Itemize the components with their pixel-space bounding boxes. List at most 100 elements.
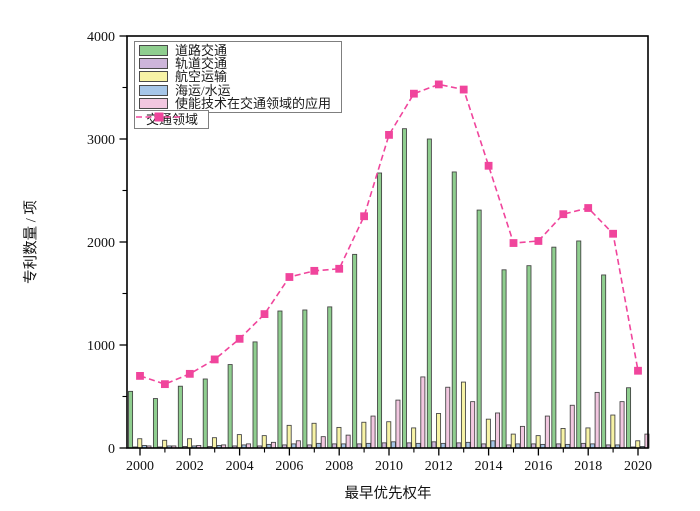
bar bbox=[277, 310, 283, 449]
bar bbox=[485, 418, 491, 449]
bar bbox=[460, 381, 466, 449]
bar bbox=[345, 434, 351, 449]
bar bbox=[227, 364, 233, 449]
line-marker bbox=[634, 366, 642, 375]
line-marker bbox=[459, 85, 468, 94]
line-marker bbox=[484, 161, 493, 170]
legend-item: 交通领域 bbox=[136, 112, 198, 126]
bar bbox=[320, 436, 326, 449]
bar bbox=[426, 138, 432, 449]
bar bbox=[202, 378, 208, 449]
line-marker bbox=[410, 89, 418, 98]
legend-label-rail: 轨道交通 bbox=[175, 56, 228, 72]
bar bbox=[610, 414, 616, 449]
bar bbox=[431, 441, 437, 449]
bar bbox=[270, 441, 276, 449]
line-marker bbox=[509, 239, 518, 247]
bar bbox=[370, 415, 376, 449]
bar bbox=[495, 412, 501, 449]
line-marker bbox=[360, 212, 368, 221]
line-marker bbox=[161, 380, 169, 389]
line-marker bbox=[285, 273, 294, 281]
bar-series-4 bbox=[146, 376, 650, 449]
bar bbox=[286, 424, 292, 449]
legend-item: 使能技术在交通领域的应用 bbox=[139, 97, 331, 110]
line-marker bbox=[335, 264, 344, 273]
bar bbox=[336, 426, 342, 449]
line-marker bbox=[310, 266, 319, 275]
sea-transport-swatch bbox=[139, 84, 168, 96]
line-marker bbox=[559, 210, 568, 219]
x-tick-label: 2010 bbox=[375, 459, 403, 474]
bar bbox=[311, 422, 317, 449]
bar bbox=[152, 398, 158, 449]
line-marker bbox=[434, 80, 443, 89]
line-marker bbox=[185, 369, 194, 378]
line-marker bbox=[584, 204, 593, 212]
legend-item: 轨道交通 bbox=[139, 57, 331, 70]
bar bbox=[302, 309, 308, 449]
bar-series-1 bbox=[132, 441, 636, 449]
legend-label-road: 道路交通 bbox=[175, 43, 228, 59]
bar bbox=[519, 425, 525, 449]
bar bbox=[386, 421, 392, 449]
bar bbox=[377, 172, 383, 449]
line-marker bbox=[235, 334, 244, 343]
legend-bar-series: 道路交通 轨道交通 航空运输 海运/水运 使能技术在交通领域的应用 bbox=[134, 41, 343, 113]
bar bbox=[445, 386, 451, 449]
bar bbox=[252, 341, 258, 449]
x-tick-label: 2004 bbox=[226, 459, 254, 474]
bar bbox=[352, 253, 358, 449]
legend-item: 海运/水运 bbox=[139, 84, 331, 97]
bar bbox=[510, 433, 516, 449]
x-tick-label: 2016 bbox=[524, 459, 552, 474]
legend-item: 航空运输 bbox=[139, 70, 331, 83]
y-tick-label: 0 bbox=[108, 442, 115, 457]
bar bbox=[361, 421, 367, 449]
dashed-line-marker-sample bbox=[136, 112, 182, 122]
line-marker bbox=[609, 229, 617, 238]
bar bbox=[401, 128, 407, 449]
bar bbox=[261, 435, 267, 449]
legend-label-sea: 海运/水运 bbox=[175, 82, 231, 98]
bar bbox=[490, 440, 496, 449]
y-tick-label: 1000 bbox=[87, 339, 115, 354]
trend-line bbox=[139, 83, 639, 385]
bar-series-0 bbox=[128, 128, 632, 449]
bar bbox=[177, 385, 183, 449]
legend-label-enabling: 使能技术在交通领域的应用 bbox=[175, 95, 332, 111]
road-traffic-swatch bbox=[139, 45, 168, 57]
y-tick-label: 4000 bbox=[87, 30, 115, 45]
bar bbox=[236, 434, 242, 449]
x-tick-label: 2006 bbox=[275, 459, 303, 474]
plot-frame bbox=[126, 35, 649, 449]
bar bbox=[470, 401, 476, 449]
bar-series-3 bbox=[141, 440, 645, 449]
bar bbox=[295, 440, 301, 449]
x-tick-label: 2002 bbox=[176, 459, 204, 474]
bar bbox=[476, 209, 482, 449]
bars-layer bbox=[128, 128, 650, 449]
x-tick-label: 2012 bbox=[425, 459, 453, 474]
bar bbox=[526, 265, 532, 449]
bar bbox=[551, 246, 557, 449]
line-layer bbox=[136, 80, 642, 389]
bar bbox=[560, 428, 566, 449]
bar bbox=[535, 435, 541, 449]
line-marker bbox=[260, 310, 269, 318]
bar bbox=[576, 240, 582, 449]
legend-line-series: 交通领域 bbox=[134, 110, 210, 130]
enabling-tech-swatch bbox=[139, 97, 168, 109]
line-marker bbox=[385, 130, 393, 139]
bar bbox=[327, 306, 333, 449]
bar bbox=[626, 387, 632, 449]
bar bbox=[187, 438, 193, 449]
x-tick-label: 2018 bbox=[574, 459, 602, 474]
bar bbox=[436, 413, 442, 449]
bar-series-2 bbox=[137, 381, 641, 449]
line-marker bbox=[136, 372, 144, 380]
y-tick-label: 2000 bbox=[87, 236, 115, 251]
bar bbox=[619, 401, 625, 449]
air-transport-swatch bbox=[139, 71, 168, 83]
